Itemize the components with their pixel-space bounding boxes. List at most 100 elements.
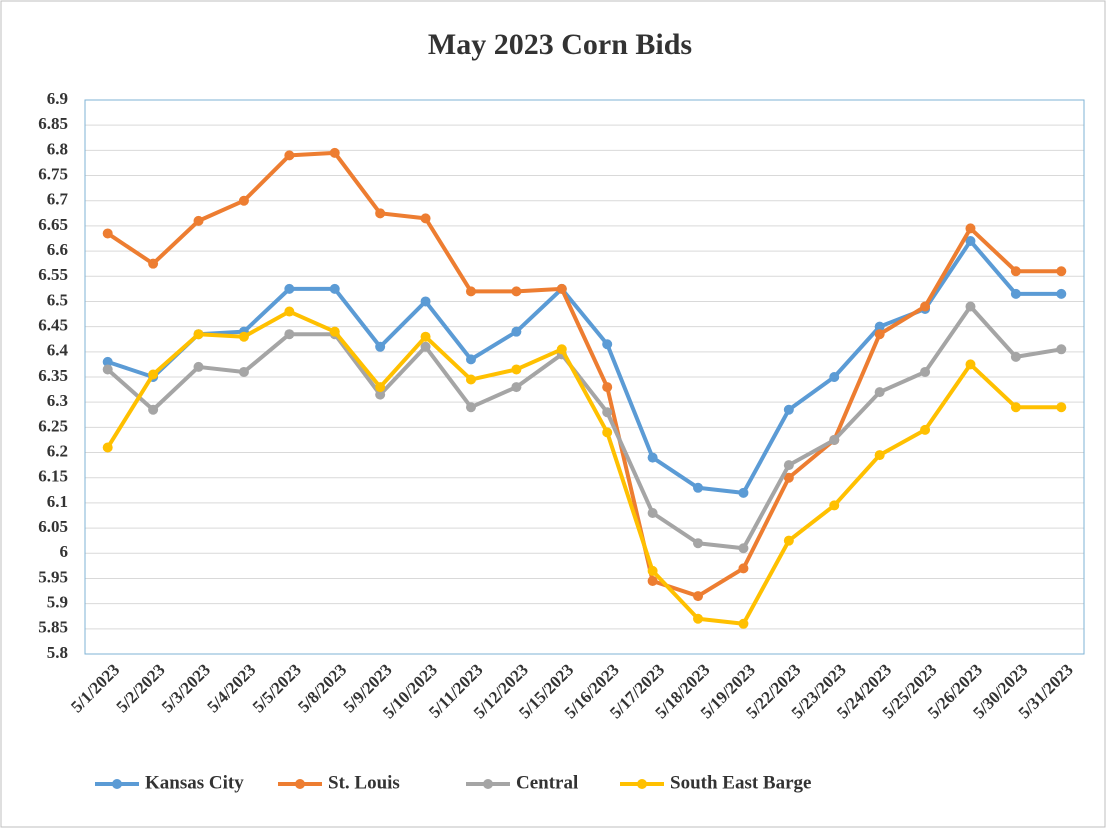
data-point xyxy=(1010,402,1021,413)
data-point xyxy=(193,215,204,226)
data-point xyxy=(829,500,840,511)
data-point xyxy=(284,306,295,317)
y-tick-label: 6.75 xyxy=(38,164,68,183)
y-tick-label: 6.05 xyxy=(38,517,68,536)
y-tick-label: 6.35 xyxy=(38,366,68,385)
y-tick-label: 5.9 xyxy=(47,593,68,612)
y-tick-label: 6.2 xyxy=(47,441,68,460)
y-tick-label: 6 xyxy=(60,542,69,561)
y-tick-label: 6.55 xyxy=(38,265,68,284)
data-point xyxy=(102,228,113,239)
y-tick-label: 5.95 xyxy=(38,567,68,586)
data-point xyxy=(511,286,522,297)
data-point xyxy=(965,301,976,312)
data-point xyxy=(965,359,976,370)
data-point xyxy=(238,366,249,377)
data-point xyxy=(693,482,704,493)
data-point xyxy=(783,404,794,415)
data-point xyxy=(511,326,522,337)
y-tick-label: 6.65 xyxy=(38,215,68,234)
data-point xyxy=(602,407,613,418)
legend-marker xyxy=(295,779,305,789)
data-point xyxy=(193,361,204,372)
y-tick-label: 5.85 xyxy=(38,618,68,637)
data-point xyxy=(1056,266,1067,277)
data-point xyxy=(965,223,976,234)
y-tick-label: 6.1 xyxy=(47,492,68,511)
data-point xyxy=(556,344,567,355)
data-point xyxy=(647,575,658,586)
data-point xyxy=(375,341,386,352)
y-tick-label: 5.8 xyxy=(47,643,68,662)
y-tick-label: 6.4 xyxy=(47,341,69,360)
data-point xyxy=(329,283,340,294)
legend-marker xyxy=(483,779,493,789)
data-point xyxy=(465,286,476,297)
data-point xyxy=(647,507,658,518)
data-point xyxy=(1010,288,1021,299)
data-point xyxy=(920,424,931,435)
data-point xyxy=(738,487,749,498)
data-point xyxy=(375,382,386,393)
data-point xyxy=(1056,288,1067,299)
data-point xyxy=(420,331,431,342)
data-point xyxy=(511,364,522,375)
data-point xyxy=(602,427,613,438)
legend-marker xyxy=(112,779,122,789)
series-line xyxy=(106,309,1062,626)
data-point xyxy=(238,195,249,206)
data-point xyxy=(602,382,613,393)
data-point xyxy=(420,296,431,307)
data-point xyxy=(920,366,931,377)
data-point xyxy=(647,452,658,463)
legend-label: St. Louis xyxy=(328,772,400,793)
legend-label: Central xyxy=(516,772,578,793)
y-tick-label: 6.25 xyxy=(38,416,68,435)
data-point xyxy=(693,591,704,602)
data-point xyxy=(1056,344,1067,355)
plot-border xyxy=(84,99,1085,655)
data-point xyxy=(556,283,567,294)
series-line xyxy=(106,150,1062,599)
y-tick-label: 6.15 xyxy=(38,467,68,486)
data-point xyxy=(829,372,840,382)
data-point xyxy=(329,147,340,158)
data-point xyxy=(465,374,476,385)
legend-label: South East Barge xyxy=(670,772,811,793)
series-line xyxy=(107,239,1062,495)
data-point xyxy=(783,460,794,471)
y-tick-label: 6.3 xyxy=(47,391,68,410)
data-point xyxy=(420,213,431,224)
data-point xyxy=(148,404,159,415)
data-point xyxy=(284,150,295,161)
data-point xyxy=(738,618,749,629)
y-tick-label: 6.6 xyxy=(47,240,68,259)
y-tick-label: 6.7 xyxy=(47,190,69,209)
data-point xyxy=(511,382,522,393)
data-point xyxy=(693,538,704,549)
data-point xyxy=(284,283,295,294)
data-point xyxy=(693,613,704,624)
chart-title: May 2023 Corn Bids xyxy=(428,28,692,61)
data-point xyxy=(874,387,885,398)
data-point xyxy=(102,364,113,375)
data-point xyxy=(284,329,295,340)
data-point xyxy=(738,543,749,554)
data-point xyxy=(920,301,931,312)
data-point xyxy=(1010,266,1021,277)
y-tick-label: 6.85 xyxy=(38,114,68,133)
data-point xyxy=(647,565,658,576)
data-point xyxy=(102,356,113,367)
data-point xyxy=(375,389,386,400)
data-point xyxy=(874,321,885,332)
y-tick-label: 6.45 xyxy=(38,316,68,335)
data-point xyxy=(874,329,885,340)
data-point xyxy=(965,236,976,247)
y-tick-label: 6.8 xyxy=(47,139,68,158)
data-point xyxy=(783,472,794,483)
data-point xyxy=(148,258,159,269)
data-point xyxy=(193,329,204,340)
data-point xyxy=(783,535,794,546)
